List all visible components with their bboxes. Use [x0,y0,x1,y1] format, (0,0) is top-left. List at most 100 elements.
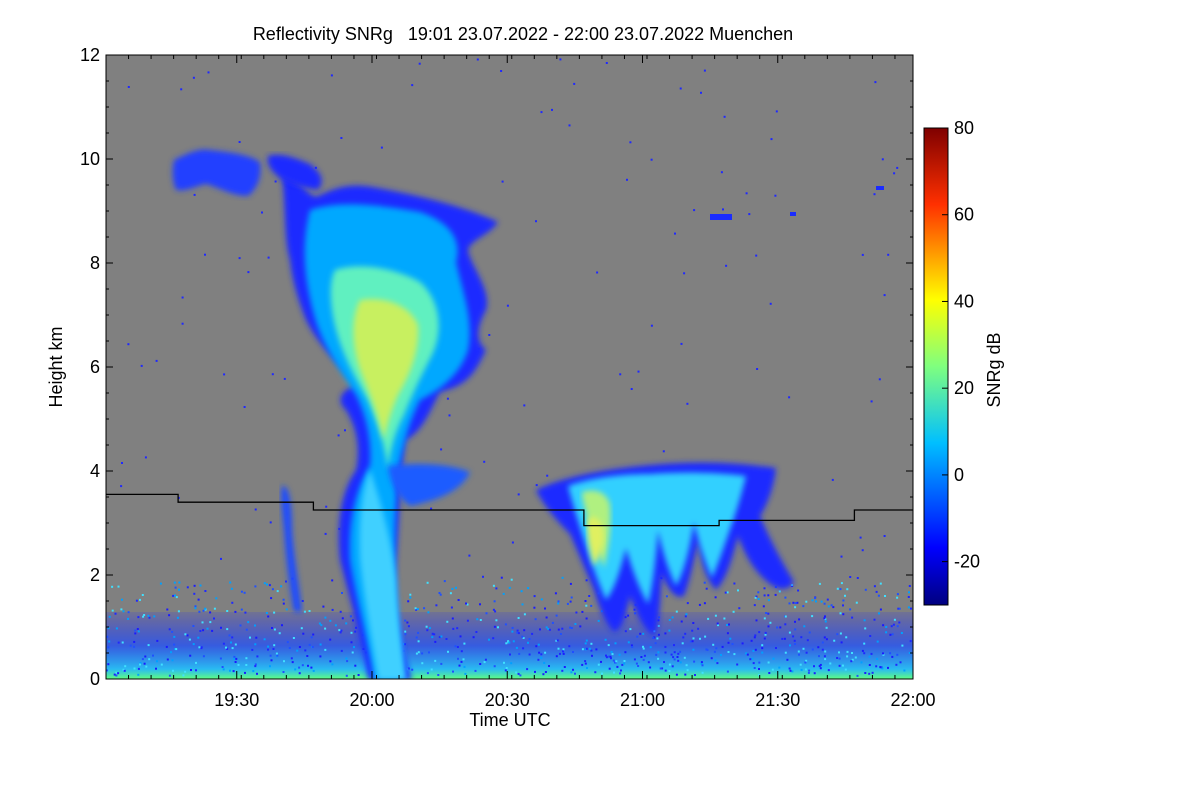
noise-speckle [181,296,184,299]
noise-speckle [596,271,599,274]
noise-speckle [404,630,407,633]
noise-speckle [634,612,637,615]
noise-speckle [706,648,709,651]
noise-speckle [269,654,272,657]
noise-speckle [698,603,701,606]
noise-speckle [244,671,246,674]
noise-speckle [276,654,279,657]
noise-speckle [147,644,150,647]
noise-speckle [763,594,766,597]
noise-speckle [354,664,357,667]
noise-speckle [148,616,151,619]
noise-speckle [139,663,141,666]
noise-speckle [794,602,797,605]
noise-speckle [681,642,684,645]
noise-speckle [106,669,108,672]
noise-speckle [554,592,557,595]
noise-speckle [476,58,479,61]
noise-speckle [860,661,863,664]
noise-speckle [145,665,148,668]
noise-speckle [864,588,867,591]
y-axis-label: Height km [46,326,66,407]
noise-speckle [800,668,803,671]
noise-speckle [701,664,704,667]
noise-speckle [421,662,424,665]
noise-speckle [561,627,564,630]
noise-speckle [459,635,462,638]
noise-speckle [282,671,285,673]
noise-speckle [629,141,632,144]
noise-speckle [619,373,622,376]
noise-speckle [864,672,867,674]
noise-speckle [692,622,695,624]
noise-speckle [778,666,781,669]
noise-speckle [350,631,353,634]
noise-speckle [254,643,257,646]
noise-speckle [144,655,147,658]
noise-speckle [256,655,259,658]
noise-speckle [559,633,562,635]
noise-speckle [184,633,187,636]
noise-speckle [445,638,448,640]
noise-speckle [680,620,683,623]
noise-speckle [528,638,531,640]
noise-speckle [143,614,146,616]
noise-speckle [726,591,729,594]
noise-speckle [657,624,660,627]
noise-speckle [664,632,667,635]
noise-speckle [692,648,695,651]
noise-speckle [438,592,441,594]
noise-speckle [178,581,181,584]
noise-speckle [679,87,682,90]
noise-speckle [624,630,627,633]
noise-speckle [778,590,781,593]
noise-speckle [296,649,299,652]
noise-speckle [193,193,196,196]
noise-speckle [725,264,728,267]
noise-speckle [182,674,185,677]
noise-speckle [115,671,118,674]
noise-speckle [700,662,703,665]
noise-speckle [863,619,866,622]
noise-speckle [607,644,610,647]
noise-speckle [209,611,212,614]
noise-speckle [876,640,879,643]
noise-speckle [649,646,652,649]
noise-speckle [201,621,204,624]
noise-speckle [141,658,144,661]
noise-speckle [428,651,430,654]
noise-speckle [839,588,842,591]
noise-speckle [426,672,429,675]
noise-speckle [671,616,674,619]
noise-speckle [615,660,618,663]
noise-speckle [630,388,633,390]
noise-speckle [642,645,644,648]
noise-speckle [256,672,258,675]
colorbar-label: SNRg dB [984,332,1004,407]
colorbar-tick-label: 60 [954,205,974,225]
noise-speckle [561,669,564,672]
noise-speckle [752,662,755,665]
noise-speckle [794,620,796,623]
noise-speckle [870,652,873,655]
noise-speckle [624,616,627,619]
noise-speckle [468,554,471,557]
noise-speckle [891,655,894,658]
noise-speckle [823,617,826,620]
noise-speckle [249,636,251,639]
noise-speckle [798,618,801,621]
noise-speckle [508,586,511,589]
noise-speckle [254,663,257,666]
noise-speckle [863,642,866,645]
noise-speckle [585,617,588,620]
noise-speckle [286,641,289,644]
noise-speckle [168,628,171,631]
noise-speckle [868,672,871,675]
noise-speckle [485,612,488,615]
noise-speckle [737,589,739,592]
noise-speckle [137,673,140,676]
noise-speckle [715,647,718,650]
noise-speckle [346,660,349,663]
noise-speckle [501,180,504,183]
noise-speckle [339,610,342,613]
